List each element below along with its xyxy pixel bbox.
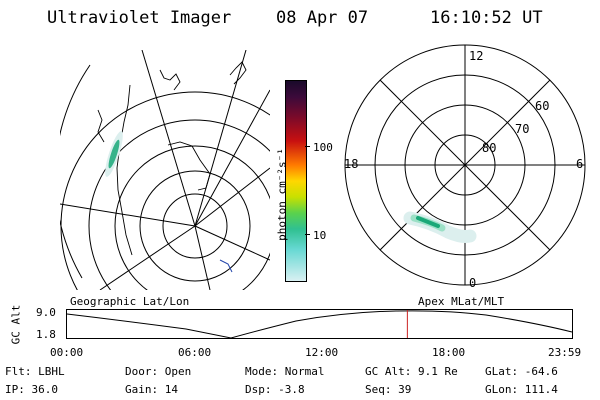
projection-left-label: Geographic Lat/Lon bbox=[70, 295, 190, 308]
timeline-axis-title: GC Alt bbox=[9, 304, 23, 345]
altitude-curve bbox=[66, 310, 573, 339]
projection-right-label: Apex MLat/MLT bbox=[418, 295, 505, 308]
longitude-line bbox=[194, 50, 247, 227]
longitude-line bbox=[194, 167, 270, 227]
mlt-label-18: 18 bbox=[344, 157, 358, 171]
coastline bbox=[219, 259, 233, 273]
latitude-circle bbox=[162, 193, 228, 259]
timeline-xtick: 12:00 bbox=[305, 346, 339, 359]
latitude-circle bbox=[114, 145, 270, 290]
coastline bbox=[167, 141, 211, 191]
longitude-line bbox=[60, 203, 196, 227]
instrument-title: Ultraviolet Imager bbox=[47, 8, 232, 28]
lat-label-60: 60 bbox=[535, 99, 549, 113]
longitude-line bbox=[194, 89, 270, 227]
date-label: 08 Apr 07 bbox=[276, 8, 369, 28]
timeline-xtick: 00:00 bbox=[50, 346, 84, 359]
timeline-frame bbox=[66, 309, 573, 339]
polar-plot: 12 0 18 6 60 70 80 bbox=[344, 44, 586, 290]
mlt-label-0: 0 bbox=[469, 276, 476, 290]
status-dsp: Dsp: -3.8 bbox=[245, 383, 305, 396]
colorbar-tick-mark bbox=[305, 234, 310, 235]
aurora-core bbox=[416, 216, 440, 228]
time-label: 16:10:52 UT bbox=[430, 8, 543, 28]
mlt-label-6: 6 bbox=[576, 157, 583, 171]
timeline-xtick: 06:00 bbox=[178, 346, 212, 359]
longitude-line bbox=[194, 225, 211, 290]
longitude-line bbox=[99, 225, 196, 290]
aurora-core bbox=[108, 139, 120, 169]
latitude-circle bbox=[88, 119, 270, 290]
lat-label-70: 70 bbox=[515, 122, 529, 136]
coastline bbox=[116, 84, 133, 256]
status-glat: GLat: -64.6 bbox=[485, 365, 558, 378]
status-mode: Mode: Normal bbox=[245, 365, 325, 378]
altitude-timeline bbox=[66, 309, 573, 339]
status-ip: IP: 36.0 bbox=[5, 383, 58, 396]
timeline-ytick-max: 9.0 bbox=[36, 306, 56, 319]
latitude-circle bbox=[139, 170, 251, 282]
status-flt: Flt: LBHL bbox=[5, 365, 65, 378]
status-seq: Seq: 39 bbox=[365, 383, 412, 396]
timeline-xtick: 18:00 bbox=[432, 346, 466, 359]
coastline bbox=[159, 69, 181, 91]
colorbar-tick-10: 10 bbox=[313, 229, 327, 242]
status-door: Door: Open bbox=[125, 365, 192, 378]
colorbar-unit-label: photon cm⁻²s⁻¹ bbox=[275, 148, 289, 241]
coastline bbox=[229, 61, 247, 85]
colorbar bbox=[285, 80, 307, 282]
colorbar-tick-100: 100 bbox=[313, 141, 333, 154]
longitude-line bbox=[194, 225, 270, 261]
latitude-circle bbox=[60, 91, 270, 290]
longitude-line bbox=[141, 50, 196, 227]
status-glon: GLon: 111.4 bbox=[485, 383, 558, 396]
timeline-ytick-min: 1.8 bbox=[36, 328, 56, 341]
mlt-label-12: 12 bbox=[469, 49, 483, 63]
lat-label-80: 80 bbox=[482, 141, 496, 155]
geographic-map bbox=[60, 50, 270, 290]
timeline-xtick: 23:59 bbox=[548, 346, 582, 359]
coastline bbox=[97, 109, 105, 143]
colorbar-tick-mark bbox=[305, 146, 310, 147]
status-gc-alt: GC Alt: 9.1 Re bbox=[365, 365, 458, 378]
status-gain: Gain: 14 bbox=[125, 383, 178, 396]
earth-limb bbox=[60, 64, 91, 279]
